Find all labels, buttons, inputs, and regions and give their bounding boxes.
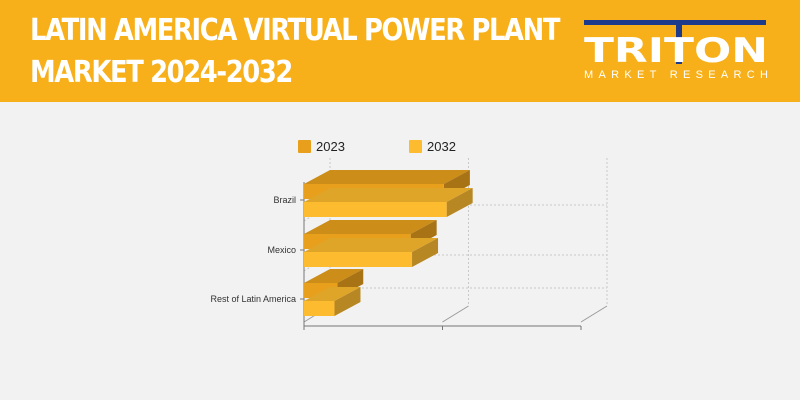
floor-depth-line: [580, 305, 608, 323]
bar-2032-mexico: [304, 238, 439, 267]
bar-top-face: [304, 287, 361, 301]
bar-top-face: [304, 238, 439, 252]
title-line-2: MARKET 2024-2032: [30, 55, 293, 90]
chart-category-labels: Brazil Mexico Rest of Latin America: [210, 195, 296, 304]
bar-top-face: [304, 269, 364, 283]
floor-depth-line: [442, 305, 469, 323]
logo-tagline: MARKET RESEARCH: [584, 69, 768, 81]
logo-accent-bar-stem: [676, 20, 682, 64]
legend-label-2023: 2023: [316, 139, 345, 154]
bar-2032-rest-of-latin-america: [304, 287, 361, 316]
legend-swatch-2023: [298, 140, 311, 153]
bar-side-face: [412, 238, 439, 267]
header-banner: LATIN AMERICA VIRTUAL POWER PLANT MARKET…: [0, 0, 800, 102]
bar-front-face: [304, 202, 447, 217]
bar-side-face: [446, 188, 473, 217]
triton-logo: TRITON MARKET RESEARCH: [584, 20, 768, 81]
category-label-rest-of-latin-america: Rest of Latin America: [210, 294, 296, 304]
category-label-brazil: Brazil: [273, 195, 296, 205]
chart-bars: [304, 170, 473, 316]
page-title: LATIN AMERICA VIRTUAL POWER PLANT MARKET…: [30, 10, 560, 94]
bar-front-face: [304, 252, 413, 267]
legend-label-2032: 2032: [427, 139, 456, 154]
chart-legend: 2023 2032: [298, 139, 456, 154]
title-line-1: LATIN AMERICA VIRTUAL POWER PLANT: [30, 13, 560, 48]
bar-2032-brazil: [304, 188, 473, 217]
bar-side-face: [334, 287, 361, 316]
bar-top-face: [304, 220, 437, 234]
logo-accent-bar-top: [584, 20, 766, 25]
bar-chart: 2023 2032 Brazil Mexico Rest of Latin Ameri…: [210, 139, 608, 330]
logo-wordmark: TRITON: [584, 31, 768, 71]
bar-front-face: [304, 301, 335, 316]
category-label-mexico: Mexico: [267, 245, 296, 255]
legend-swatch-2032: [409, 140, 422, 153]
bar-top-face: [304, 170, 470, 184]
bar-top-face: [304, 188, 473, 202]
